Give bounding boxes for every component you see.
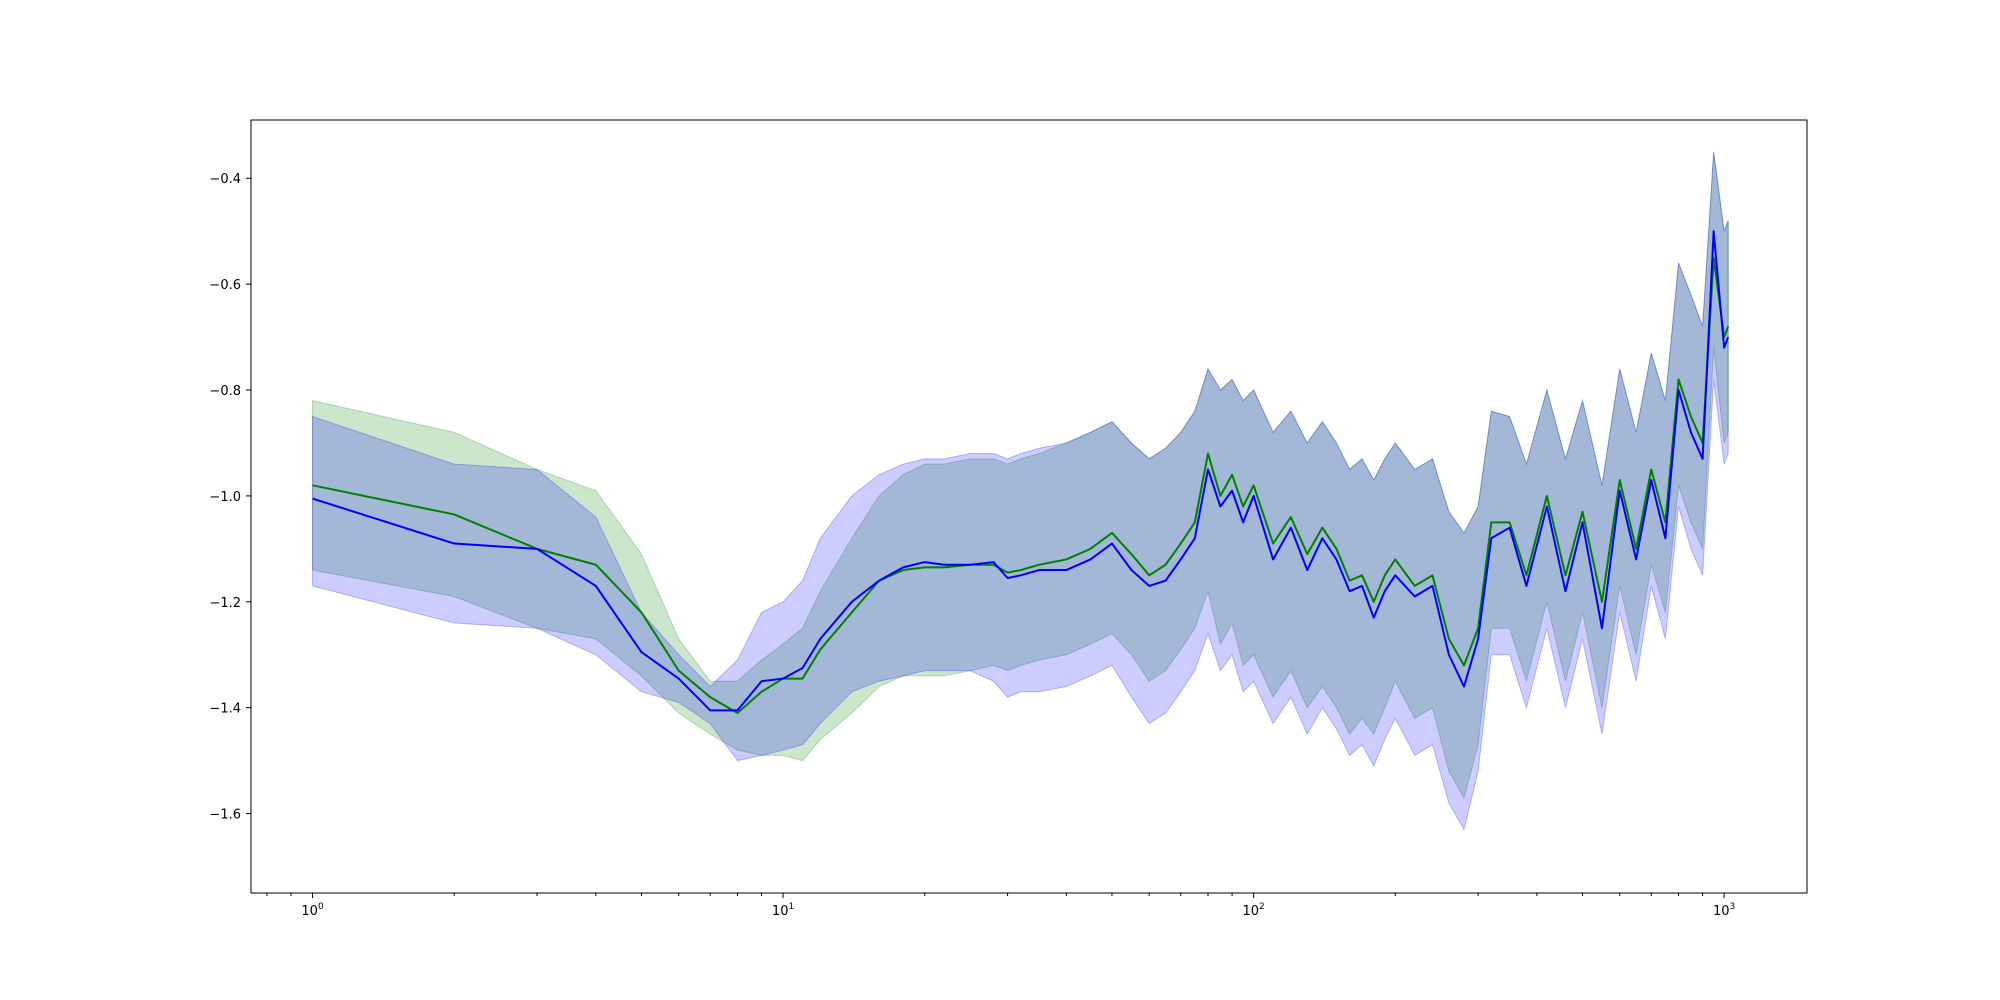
line-series-1 — [312, 256, 1730, 714]
band-series-2 — [312, 151, 1729, 831]
x-tick-label: 101 — [772, 902, 794, 919]
y-tick-label: −1.2 — [209, 596, 241, 611]
plot-frame — [250, 119, 1808, 894]
y-tick-label: −0.6 — [209, 278, 241, 293]
x-tick-label: 102 — [1242, 902, 1264, 919]
line-series-2 — [312, 230, 1730, 712]
y-tick-label: −1.6 — [209, 808, 241, 823]
y-tick-label: −1.0 — [209, 490, 241, 505]
x-tick-label: 103 — [1713, 902, 1735, 919]
x-tick-label: 100 — [301, 902, 324, 919]
x-axis: 100 101 102 103 — [266, 893, 1735, 919]
y-tick-label: −0.4 — [209, 172, 241, 187]
y-tick-label: −0.8 — [209, 384, 241, 399]
series-lines — [312, 230, 1730, 714]
y-axis: −0.4 −0.6 −0.8 −1.0 −1.2 −1.4 −1.6 — [209, 172, 251, 823]
y-tick-label: −1.4 — [209, 702, 241, 717]
confidence-bands — [312, 151, 1729, 831]
band-series-1 — [312, 151, 1729, 800]
